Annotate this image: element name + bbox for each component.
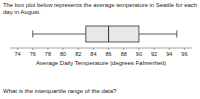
x-tick (78, 48, 79, 50)
x-tick (32, 48, 33, 50)
x-tick (17, 48, 18, 50)
box (86, 26, 139, 42)
x-tick (93, 48, 94, 50)
x-tick-label: 84 (90, 51, 96, 57)
title: The box plot below represents the averag… (3, 2, 197, 8)
plot-area (33, 26, 177, 42)
x-tick-label: 92 (151, 51, 157, 57)
x-tick (108, 48, 109, 50)
x-tick (63, 48, 64, 50)
whisker-high (139, 34, 177, 35)
x-tick-label: 82 (75, 51, 81, 57)
x-tick (138, 48, 139, 50)
x-tick-label: 76 (30, 51, 36, 57)
x-tick-label: 78 (45, 51, 51, 57)
x-tick-label: 74 (15, 51, 21, 57)
annotation: What is the interquartile range of the d… (3, 88, 117, 94)
x-tick (47, 48, 48, 50)
x-tick-label: 90 (136, 51, 142, 57)
cap-high (176, 31, 177, 38)
x-tick-label: 88 (121, 51, 127, 57)
x-tick (169, 48, 170, 50)
median (108, 26, 109, 42)
chart: The box plot below represents the averag… (0, 0, 200, 99)
subtitle: day in August. (3, 9, 41, 15)
chart-container: The box plot below represents the averag… (0, 0, 200, 99)
cap-low (32, 31, 33, 38)
x-tick (154, 48, 155, 50)
x-tick-label: 86 (106, 51, 112, 57)
x-tick (123, 48, 124, 50)
x-tick (184, 48, 185, 50)
x-axis-label: Average Daily Temperature (degrees Fahre… (36, 60, 166, 66)
x-axis-line (10, 48, 192, 49)
x-tick-label: 96 (181, 51, 187, 57)
x-tick-label: 94 (166, 51, 172, 57)
x-tick-label: 80 (60, 51, 66, 57)
whisker-low (33, 34, 86, 35)
